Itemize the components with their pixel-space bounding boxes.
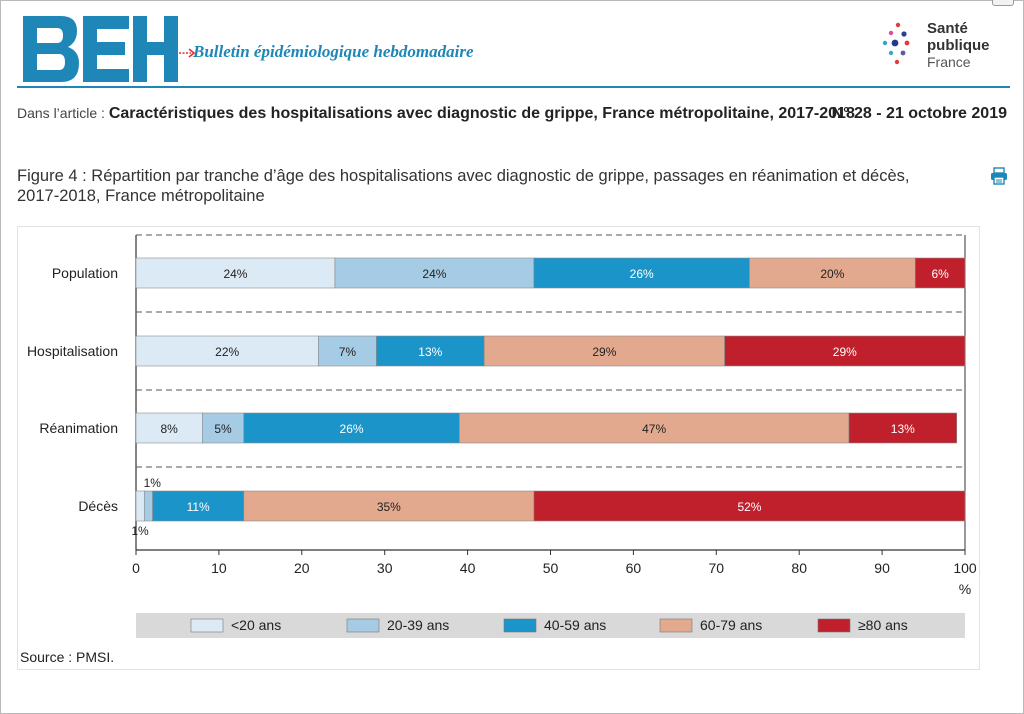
category-label: Réanimation bbox=[39, 420, 118, 436]
legend-label: ≥80 ans bbox=[858, 617, 908, 633]
bar-segment bbox=[533, 257, 750, 289]
data-label: 13% bbox=[891, 422, 915, 436]
x-axis-unit: % bbox=[959, 581, 971, 597]
data-label: 20% bbox=[820, 267, 844, 281]
bar-segment bbox=[483, 335, 725, 367]
figure-title: Figure 4 : Répartition par tranche d’âge… bbox=[17, 167, 910, 205]
bar-segment bbox=[243, 490, 535, 522]
bar-segment bbox=[318, 335, 377, 367]
sante-publique-line1: Santé bbox=[927, 20, 968, 37]
x-tick-label: 50 bbox=[543, 560, 559, 576]
legend-label: 40-59 ans bbox=[544, 617, 606, 633]
beh-logo bbox=[23, 16, 178, 82]
bar-segment bbox=[459, 412, 850, 444]
bar-segment bbox=[749, 257, 916, 289]
article-issue: N° 28 - 21 octobre 2019 bbox=[831, 105, 1007, 122]
beh-tagline: Bulletin épidémiologique hebdomadaire bbox=[193, 42, 474, 61]
header: Bulletin épidémiologique hebdomadaire Sa… bbox=[20, 8, 1010, 88]
legend-label: 60-79 ans bbox=[700, 617, 762, 633]
data-label: 26% bbox=[630, 267, 654, 281]
x-tick-label: 60 bbox=[626, 560, 642, 576]
bar-segment bbox=[202, 412, 245, 444]
data-label: 24% bbox=[422, 267, 446, 281]
sante-publique-logo: Santé publique France bbox=[880, 10, 1010, 80]
x-tick-label: 40 bbox=[460, 560, 476, 576]
data-label: 1% bbox=[131, 524, 149, 538]
article-info: Dans l’article : Caractéristiques des ho… bbox=[17, 104, 1007, 123]
data-label: 11% bbox=[187, 500, 210, 514]
bar-segment bbox=[724, 335, 966, 367]
data-label: 29% bbox=[592, 345, 616, 359]
legend-swatch bbox=[503, 618, 537, 633]
printer-icon[interactable] bbox=[990, 167, 1008, 185]
bar-segment bbox=[143, 490, 153, 522]
data-label: 7% bbox=[339, 345, 357, 359]
data-label: 35% bbox=[377, 500, 401, 514]
header-divider bbox=[17, 86, 1010, 88]
bar-segment bbox=[135, 335, 319, 367]
x-tick-label: 80 bbox=[791, 560, 807, 576]
legend-label: 20-39 ans bbox=[387, 617, 449, 633]
bar-segment bbox=[243, 412, 460, 444]
x-tick-label: 30 bbox=[377, 560, 393, 576]
sante-publique-line2: publique bbox=[927, 37, 990, 54]
legend-swatch bbox=[346, 618, 380, 633]
data-label: 52% bbox=[737, 500, 761, 514]
category-label: Population bbox=[52, 265, 118, 281]
article-title[interactable]: Caractéristiques des hospitalisations av… bbox=[108, 105, 855, 122]
bar-segment bbox=[152, 490, 245, 522]
category-label: Décès bbox=[78, 498, 118, 514]
bar-segment bbox=[914, 257, 966, 289]
data-label: 29% bbox=[833, 345, 857, 359]
data-label: 8% bbox=[160, 422, 178, 436]
x-tick-label: 10 bbox=[211, 560, 227, 576]
article-prefix: Dans l’article : bbox=[17, 105, 109, 121]
legend-swatch bbox=[659, 618, 693, 633]
bar-segment bbox=[848, 412, 958, 444]
bar-segment bbox=[334, 257, 535, 289]
bar-segment bbox=[135, 257, 336, 289]
x-tick-label: 0 bbox=[132, 560, 140, 576]
data-label: 47% bbox=[642, 422, 666, 436]
data-label: 24% bbox=[223, 267, 247, 281]
bar-segment bbox=[376, 335, 485, 367]
data-label: 1% bbox=[144, 476, 162, 490]
sante-publique-line3: France bbox=[927, 54, 971, 70]
x-tick-label: 90 bbox=[874, 560, 890, 576]
category-label: Hospitalisation bbox=[27, 343, 118, 359]
bar-segment bbox=[135, 490, 145, 522]
legend-swatch bbox=[817, 618, 851, 633]
arrow-icon bbox=[179, 48, 196, 58]
data-label: 6% bbox=[931, 267, 949, 281]
stacked-bar-chart: 0 10 20 30 40 50 60 70 80 90 100% Population 24% 24% 2… bbox=[20, 234, 977, 665]
bar-segment bbox=[533, 490, 966, 522]
data-label: 5% bbox=[214, 422, 232, 436]
legend-label: <20 ans bbox=[231, 617, 281, 633]
data-label: 26% bbox=[340, 422, 364, 436]
legend-swatch bbox=[190, 618, 224, 633]
data-label: 22% bbox=[215, 345, 239, 359]
bar-segment bbox=[135, 412, 203, 444]
data-label: 13% bbox=[418, 345, 442, 359]
sante-publique-dots-icon bbox=[882, 22, 910, 65]
chart-container: 0 10 20 30 40 50 60 70 80 90 100% Population 24% 24% 2… bbox=[17, 226, 980, 670]
x-tick-label: 20 bbox=[294, 560, 310, 576]
x-tick-label: 100 bbox=[953, 560, 977, 576]
window-corner-button[interactable] bbox=[992, 0, 1014, 6]
x-tick-label: 70 bbox=[709, 560, 725, 576]
figure-source: Source : PMSI. bbox=[20, 649, 114, 665]
